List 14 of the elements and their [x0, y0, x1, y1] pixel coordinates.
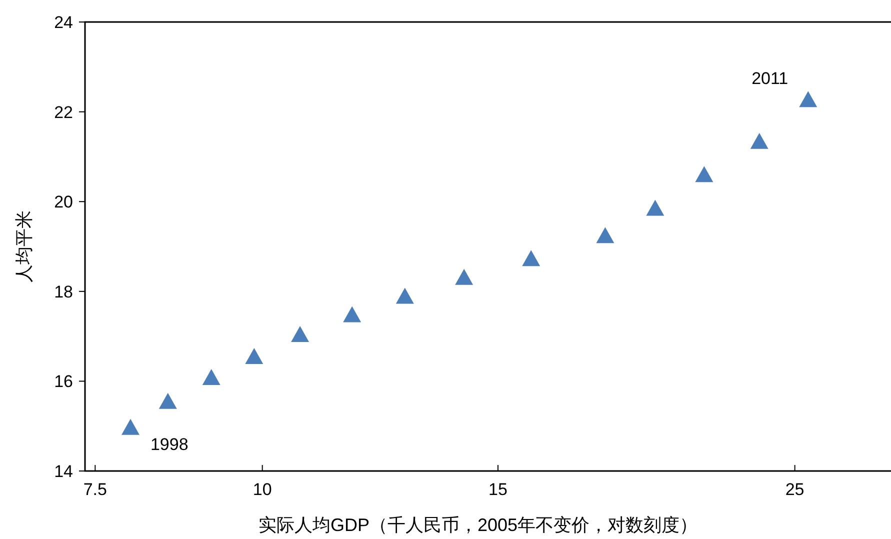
x-tick-label: 25 [785, 480, 804, 499]
y-tick-label: 16 [54, 372, 73, 392]
annotation: 1998 [150, 434, 188, 454]
y-tick-label: 20 [54, 192, 73, 212]
y-tick-label: 14 [54, 462, 73, 481]
y-axis-title: 人均平米 [14, 210, 34, 282]
x-tick-label: 7.5 [83, 480, 107, 499]
annotation: 2011 [752, 69, 788, 88]
y-tick-label: 24 [54, 13, 73, 32]
x-tick-label: 15 [488, 480, 508, 499]
y-tick-label: 18 [54, 282, 73, 302]
y-tick-label: 22 [54, 102, 73, 122]
x-axis-title: 实际人均GDP（千人民币，2005年不变价，对数刻度） [258, 515, 698, 535]
x-tick-label: 10 [252, 480, 272, 499]
